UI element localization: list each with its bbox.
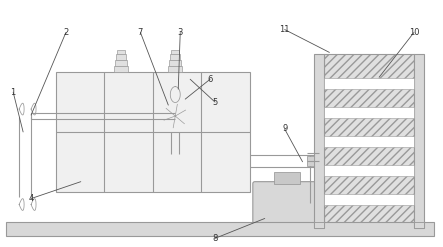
Bar	[274, 172, 300, 184]
Text: 8: 8	[212, 234, 218, 243]
Bar	[6, 223, 434, 236]
Bar	[324, 136, 414, 147]
Bar	[170, 54, 180, 60]
Bar	[324, 54, 414, 228]
Bar	[56, 72, 250, 192]
Text: 7: 7	[138, 28, 143, 37]
Text: 1: 1	[11, 88, 16, 97]
Text: 4: 4	[28, 194, 34, 203]
FancyBboxPatch shape	[253, 182, 322, 224]
Text: 3: 3	[178, 28, 183, 37]
Polygon shape	[170, 87, 180, 103]
Text: 11: 11	[280, 25, 290, 34]
Bar	[414, 54, 424, 228]
Bar	[115, 60, 127, 66]
Bar	[324, 78, 414, 89]
Bar	[414, 223, 424, 228]
Bar	[168, 66, 182, 72]
Bar	[117, 50, 124, 54]
Bar	[113, 66, 128, 72]
Bar	[169, 60, 181, 66]
Bar	[324, 194, 414, 205]
Bar	[171, 50, 179, 54]
Text: 10: 10	[408, 28, 419, 37]
Circle shape	[159, 100, 191, 132]
Circle shape	[172, 113, 178, 119]
Bar	[324, 165, 414, 176]
Text: 2: 2	[63, 28, 69, 37]
Bar	[116, 54, 125, 60]
Text: 9: 9	[282, 124, 287, 133]
Bar	[315, 223, 324, 228]
Bar	[315, 54, 324, 228]
Text: 6: 6	[207, 75, 213, 84]
Bar	[324, 107, 414, 118]
Bar	[307, 156, 315, 166]
Text: 5: 5	[212, 98, 218, 107]
